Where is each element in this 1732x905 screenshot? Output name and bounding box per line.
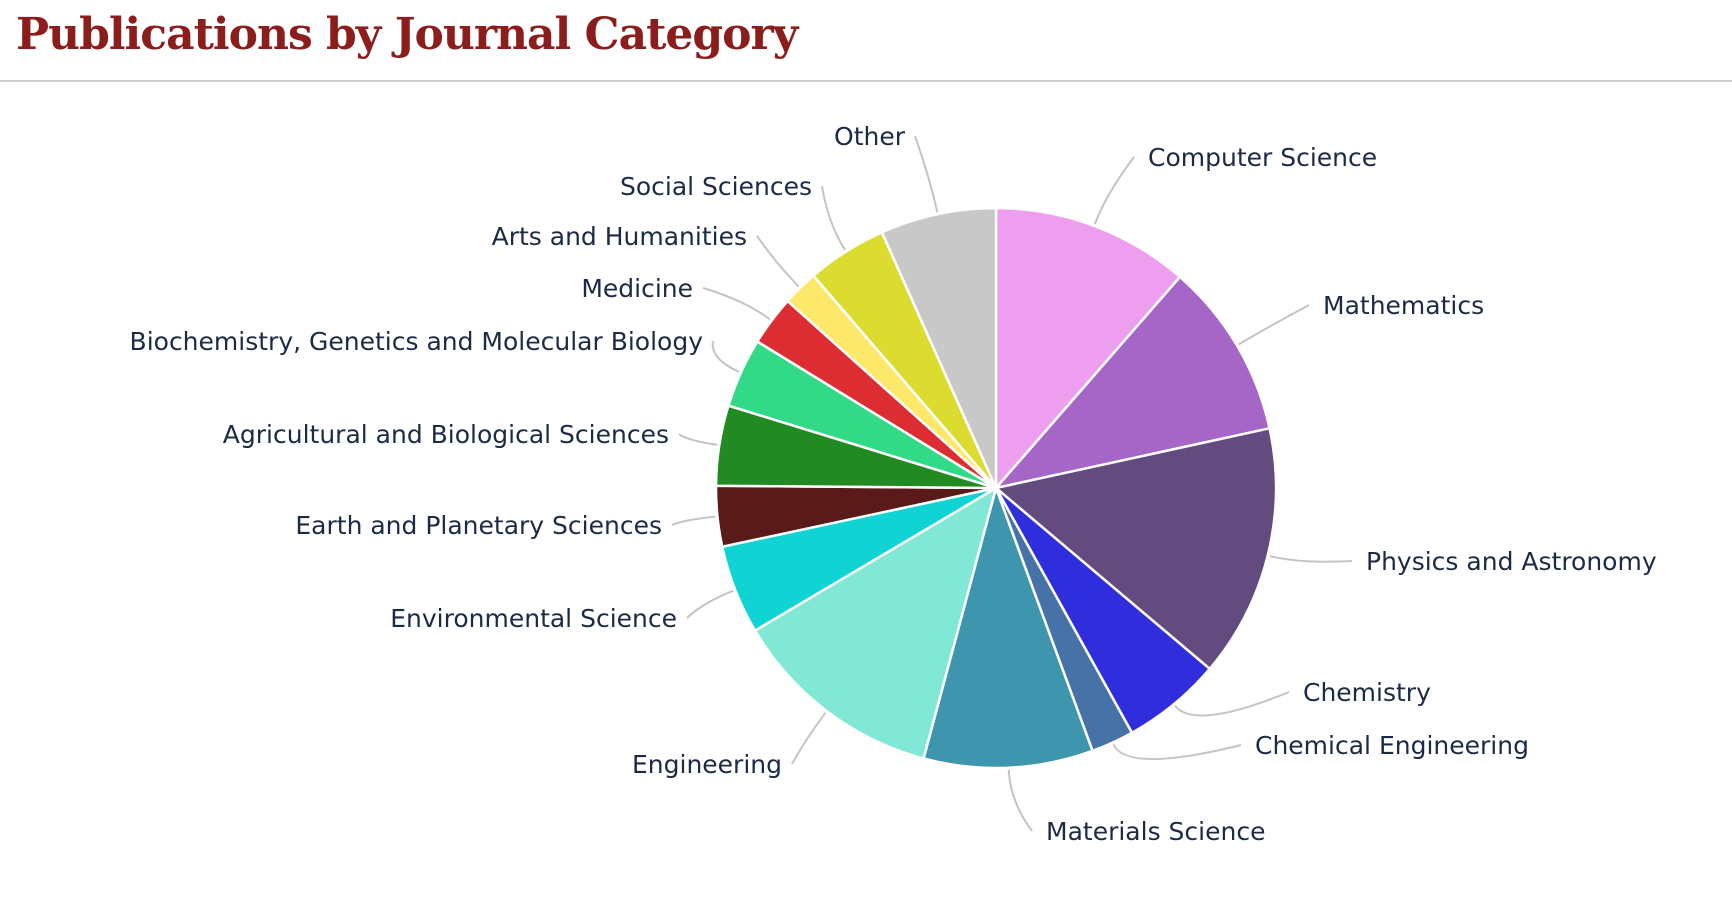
leader-line-biochemistry-genetics-and-molecular-biology	[711, 340, 740, 373]
slice-label-arts-and-humanities: Arts and Humanities	[492, 222, 747, 251]
leader-line-social-sciences	[821, 185, 846, 251]
leader-line-mathematics	[1238, 304, 1310, 346]
slice-label-materials-science: Materials Science	[1046, 817, 1265, 846]
leader-line-medicine	[702, 287, 771, 321]
slice-label-mathematics: Mathematics	[1323, 291, 1484, 320]
slice-label-earth-and-planetary-sciences: Earth and Planetary Sciences	[295, 511, 662, 540]
leader-lines	[671, 135, 1353, 832]
slice-label-engineering: Engineering	[632, 750, 782, 779]
slice-label-physics-and-astronomy: Physics and Astronomy	[1366, 547, 1657, 576]
leader-line-materials-science	[1007, 769, 1033, 832]
slice-label-biochemistry-genetics-and-molecular-biology: Biochemistry, Genetics and Molecular Bio…	[130, 327, 704, 356]
leader-line-computer-science	[1093, 156, 1135, 225]
leader-line-chemistry	[1174, 691, 1290, 717]
leader-line-engineering	[791, 712, 827, 765]
slice-label-chemistry: Chemistry	[1303, 678, 1431, 707]
slice-label-environmental-science: Environmental Science	[390, 604, 677, 633]
leader-line-other	[914, 135, 939, 213]
leader-line-arts-and-humanities	[756, 235, 800, 288]
title-divider	[0, 80, 1732, 82]
pie-slice-engineering	[753, 485, 998, 761]
pie-slice-mathematics	[992, 275, 1272, 491]
pie-slice-other	[880, 206, 998, 489]
slice-label-agricultural-and-biological-sciences: Agricultural and Biological Sciences	[223, 420, 669, 449]
slice-labels: Computer Science Mathematics Physics and A…	[130, 122, 1657, 846]
leader-line-earth-and-planetary-sciences	[671, 515, 716, 526]
pie-slice-materials-science	[922, 483, 1095, 770]
leader-line-environmental-science	[686, 589, 734, 619]
leader-line-physics-and-astronomy	[1269, 555, 1353, 563]
leader-line-chemical-engineering	[1112, 743, 1242, 761]
page-title: Publications by Journal Category	[16, 9, 798, 60]
slice-label-chemical-engineering: Chemical Engineering	[1255, 731, 1529, 760]
slice-label-social-sciences: Social Sciences	[620, 172, 812, 201]
pie-slice-computer-science	[994, 206, 1182, 492]
leader-line-agricultural-and-biological-sciences	[678, 433, 718, 446]
slice-label-other: Other	[834, 122, 906, 151]
slice-label-computer-science: Computer Science	[1148, 143, 1377, 172]
slice-label-medicine: Medicine	[581, 274, 693, 303]
pie-slice-physics-and-astronomy	[993, 426, 1278, 671]
pie-slices	[714, 206, 1278, 770]
